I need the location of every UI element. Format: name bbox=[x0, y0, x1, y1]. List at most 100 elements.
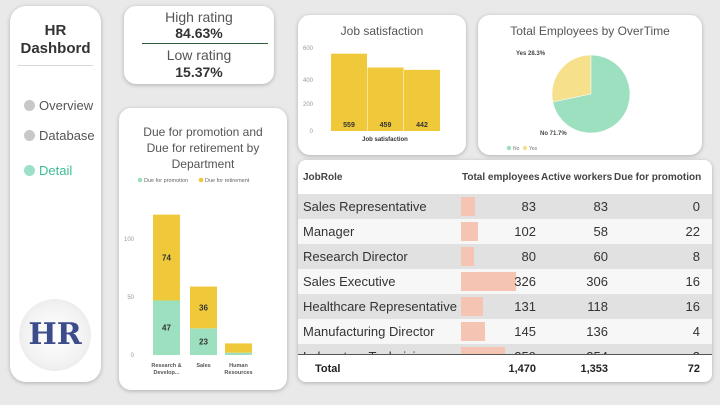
legend-swatch-no bbox=[506, 145, 512, 151]
y-tick-label: 50 bbox=[127, 295, 134, 301]
bar-promotion bbox=[190, 328, 217, 355]
nav-item-label: Database bbox=[39, 128, 95, 143]
x-tick-label: Resources bbox=[224, 370, 252, 376]
nav-item-overview[interactable]: Overview bbox=[24, 98, 93, 113]
active-workers-cell: 83 bbox=[593, 199, 608, 214]
nav-panel: HR Dashbord Overview Database Detail HR bbox=[10, 6, 101, 382]
total-employees-databar bbox=[461, 247, 474, 266]
pie-label-no: No 71.7% bbox=[540, 131, 567, 137]
total-employees-databar bbox=[461, 222, 478, 241]
promotion-retirement-chart: Due for promotion Due for retirement 100… bbox=[124, 177, 253, 376]
y-tick-label: 0 bbox=[310, 129, 314, 135]
column-header-active[interactable]: Active workers bbox=[541, 172, 613, 183]
y-tick-label: 0 bbox=[131, 353, 135, 359]
job-satisfaction-chart: 600 400 200 0 Job satisfaction 559 459 442 bbox=[303, 46, 440, 143]
total-employees-databar bbox=[461, 322, 485, 341]
promotion-retirement-card: Due for promotion and Due for retirement… bbox=[119, 108, 287, 390]
total-employees-cell: 326 bbox=[514, 274, 536, 289]
legend-label-retirement: Due for retirement bbox=[205, 178, 250, 184]
due-for-promotion-cell: 16 bbox=[685, 274, 700, 289]
total-employees-sum: 1,470 bbox=[508, 363, 536, 375]
total-employees-databar bbox=[461, 347, 505, 354]
data-label: 36 bbox=[199, 303, 208, 312]
table-row[interactable]: Manager 102 58 22 bbox=[298, 219, 712, 244]
data-label: 47 bbox=[162, 324, 171, 333]
table-header: JobRole Total employees Active workers D… bbox=[298, 167, 712, 189]
overtime-pie-chart: Yes 28.3% No 71.7% No Yes bbox=[506, 51, 631, 152]
table-row[interactable]: Sales Executive 326 306 16 bbox=[298, 269, 712, 294]
total-label: Total bbox=[315, 363, 341, 375]
high-rating-value: 84.63% bbox=[175, 25, 223, 41]
bar-retirement bbox=[190, 286, 217, 329]
legend-label-promotion: Due for promotion bbox=[144, 178, 188, 184]
bar-retirement bbox=[225, 343, 252, 353]
low-rating-value: 15.37% bbox=[175, 64, 223, 80]
active-workers-cell: 60 bbox=[593, 249, 608, 264]
total-promotion-sum: 72 bbox=[687, 363, 700, 375]
data-label: 559 bbox=[343, 122, 355, 129]
nav-item-detail[interactable]: Detail bbox=[24, 163, 72, 178]
legend-swatch-promotion bbox=[137, 177, 143, 183]
due-for-promotion-cell: 3 bbox=[658, 349, 700, 354]
total-employees-databar bbox=[461, 197, 475, 216]
total-employees-databar bbox=[461, 272, 516, 291]
jobrole-cell: Sales Executive bbox=[303, 274, 396, 289]
table-body[interactable]: Sales Representative 83 83 0 Manager 102 58 22 R… bbox=[298, 194, 712, 354]
overtime-card: Total Employees by OverTime Yes 28.3% No… bbox=[478, 15, 702, 155]
due-for-promotion-cell: 0 bbox=[692, 199, 700, 214]
table-total-row: Total 1,470 1,353 72 bbox=[298, 354, 712, 382]
nav-item-label: Overview bbox=[39, 98, 94, 113]
bar bbox=[331, 53, 367, 132]
jobrole-table: JobRole Total employees Active workers D… bbox=[298, 160, 712, 382]
total-employees-cell: 259 bbox=[498, 349, 536, 354]
table-row[interactable]: Manufacturing Director 145 136 4 bbox=[298, 319, 712, 344]
legend-swatch-retirement bbox=[198, 177, 204, 183]
data-label: 74 bbox=[162, 254, 171, 263]
legend-label-no: No bbox=[513, 146, 520, 152]
pie-label-yes: Yes 28.3% bbox=[516, 51, 546, 57]
legend-swatch-yes bbox=[522, 145, 528, 151]
total-active-sum: 1,353 bbox=[580, 363, 608, 375]
x-tick-label: Human bbox=[229, 363, 248, 369]
high-rating-label: High rating bbox=[165, 9, 233, 25]
table-row[interactable]: Research Director 80 60 8 bbox=[298, 244, 712, 269]
job-satisfaction-card: Job satisfaction 600 400 200 0 Job satis… bbox=[298, 15, 466, 155]
table-row[interactable]: Laboratory Technician 259 254 3 bbox=[298, 344, 712, 354]
chart-title: Due for promotion and Due for retirement… bbox=[143, 125, 263, 171]
bullet-icon bbox=[24, 100, 35, 111]
pie-slice-yes bbox=[551, 54, 592, 103]
data-label: 459 bbox=[380, 122, 392, 129]
y-tick-label: 100 bbox=[124, 237, 135, 243]
hr-logo-text: HR bbox=[28, 317, 82, 352]
y-tick-label: 400 bbox=[303, 78, 314, 84]
column-header-promotion[interactable]: Due for promotion bbox=[614, 172, 702, 183]
nav-item-database[interactable]: Database bbox=[24, 128, 95, 143]
y-tick-label: 200 bbox=[303, 102, 314, 108]
column-header-jobrole[interactable]: JobRole bbox=[303, 172, 343, 183]
jobrole-cell: Sales Representative bbox=[303, 199, 427, 214]
bar-retirement bbox=[153, 214, 180, 301]
legend-label-yes: Yes bbox=[529, 146, 538, 152]
jobrole-cell: Laboratory Technician bbox=[303, 349, 430, 354]
data-label: 442 bbox=[416, 122, 428, 129]
total-employees-cell: 131 bbox=[514, 299, 536, 314]
due-for-promotion-cell: 16 bbox=[685, 299, 700, 314]
column-header-total[interactable]: Total employees bbox=[462, 172, 540, 183]
chart-title: Total Employees by OverTime bbox=[510, 24, 670, 38]
jobrole-cell: Healthcare Representative bbox=[303, 299, 457, 314]
total-employees-cell: 80 bbox=[521, 249, 536, 264]
jobrole-cell: Manufacturing Director bbox=[303, 324, 435, 339]
table-row[interactable]: Healthcare Representative 131 118 16 bbox=[298, 294, 712, 319]
due-for-promotion-cell: 22 bbox=[685, 224, 700, 239]
bar-promotion bbox=[153, 300, 180, 355]
bullet-icon bbox=[24, 130, 35, 141]
x-tick-label: Research & bbox=[151, 363, 181, 369]
data-label: 23 bbox=[199, 338, 208, 347]
app-title: HR Dashbord bbox=[20, 22, 91, 57]
active-workers-cell: 306 bbox=[586, 274, 608, 289]
bar bbox=[367, 67, 404, 131]
table-row[interactable]: Sales Representative 83 83 0 bbox=[298, 194, 712, 219]
active-workers-cell: 136 bbox=[586, 324, 608, 339]
low-rating-label: Low rating bbox=[166, 47, 232, 63]
rating-divider bbox=[142, 43, 268, 44]
